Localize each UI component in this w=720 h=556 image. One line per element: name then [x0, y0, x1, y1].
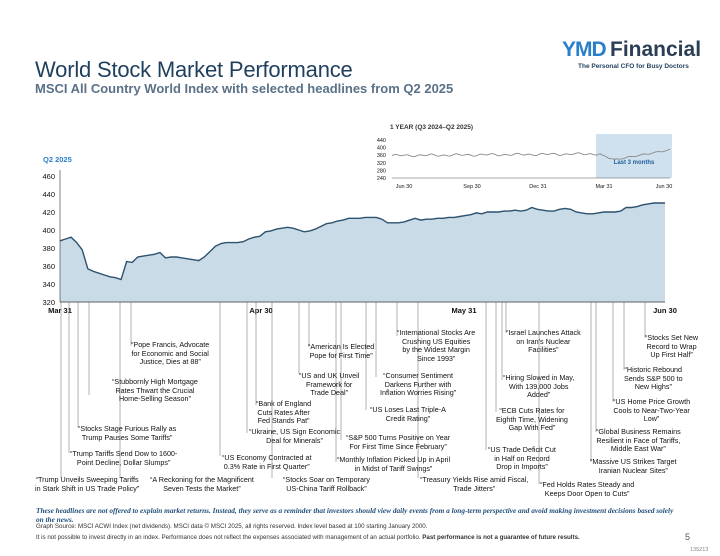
headline-label: “Historic Rebound Sends S&P 500 to New H… [624, 365, 683, 392]
headline-label: “American Is Elected Pope for First Time… [308, 342, 375, 360]
area-fill [60, 203, 665, 302]
headline-label: “US Trade Deficit Cut in Half on Record … [488, 445, 556, 472]
inset-y-tick: 400 [377, 146, 386, 152]
headline-label: “Israel Launches Attack on Iran's Nuclea… [506, 328, 581, 355]
series-label: Q2 2025 [43, 155, 72, 164]
x-tick-label: Jun 30 [653, 306, 677, 315]
logo-mark: YMD [562, 38, 607, 61]
x-tick-label: Mar 31 [48, 306, 72, 315]
y-tick-label: 380 [42, 244, 55, 253]
inset-x-tick: Jun 30 [656, 184, 673, 190]
y-tick-label: 360 [42, 262, 55, 271]
inset-y-tick: 320 [377, 161, 386, 167]
headline-label: “Ukraine, US Sign Economic Deal for Mine… [249, 427, 341, 445]
document-code: 135213 [690, 547, 709, 553]
logo-tagline: The Personal CFO for Busy Doctors [578, 63, 689, 70]
y-tick-label: 340 [42, 280, 55, 289]
headline-label: “Monthly Inflation Picked Up in April in… [337, 455, 451, 473]
company-logo: YMD Financial The Personal CFO for Busy … [562, 38, 710, 74]
headline-label: “Treasury Yields Rise amid Fiscal, Trade… [420, 475, 529, 493]
index-line [59, 202, 665, 281]
headline-label: “Stocks Soar on Temporary US-China Tarif… [283, 475, 370, 493]
headline-label: “International Stocks Are Crushing US Eq… [397, 328, 476, 363]
headline-label: “ECB Cuts Rates for Eighth Time, Widenin… [496, 406, 568, 433]
headline-label: “Trump Tariffs Send Dow to 1600- Point D… [70, 449, 178, 467]
headline-label: “US Loses Last Triple-A Credit Rating” [370, 405, 446, 423]
headline-label: “Stocks Set New Record to Wrap Up First … [645, 333, 699, 360]
inset-x-tick: Mar 31 [595, 184, 612, 190]
disclaimer-italic: These headlines are not offered to expla… [36, 506, 674, 524]
logo-name: Financial [610, 38, 702, 61]
graph-source: Graph Source: MSCI ACWI Index (net divid… [36, 523, 428, 530]
page-subtitle: MSCI All Country World Index with select… [35, 81, 454, 96]
x-tick-label: May 31 [451, 306, 476, 315]
y-tick-label: 400 [42, 226, 55, 235]
inset-line [391, 148, 671, 160]
inset-x-tick: Jun 30 [396, 184, 413, 190]
inset-highlight [596, 134, 672, 178]
inset-y-tick: 240 [377, 176, 386, 182]
inset-x-tick: Dec 31 [529, 184, 546, 190]
y-tick-label: 320 [42, 298, 55, 307]
y-tick-label: 420 [42, 208, 55, 217]
headline-label: “Global Business Remains Resilient in Fa… [596, 427, 681, 454]
headline-label: “Hiring Slowed in May, With 139,000 Jobs… [503, 373, 575, 400]
performance-note-text: It is not possible to invest directly in… [36, 534, 423, 541]
headline-label: “Bank of England Cuts Rates After Fed St… [256, 399, 312, 426]
page-number: 5 [685, 532, 691, 542]
performance-note: It is not possible to invest directly in… [36, 534, 580, 541]
headline-label: “Massive US Strikes Target Iranian Nucle… [590, 457, 677, 475]
headline-label: “Stubbornly High Mortgage Rates Thwart t… [112, 377, 198, 404]
page-title: World Stock Market Performance [35, 57, 353, 82]
inset-highlight-label: Last 3 months [614, 160, 655, 166]
y-tick-label: 440 [42, 190, 55, 199]
x-tick-label: Apr 30 [249, 306, 272, 315]
y-tick-label: 460 [42, 172, 55, 181]
inset-y-tick: 280 [377, 168, 386, 174]
performance-note-bold: Past performance is not a guarantee of f… [422, 534, 580, 541]
headline-label: “US and UK Unveil Framework for Trade De… [299, 371, 360, 398]
inset-x-tick: Sep 30 [463, 184, 480, 190]
headline-label: “Trump Unveils Sweeping Tariffs in Stark… [35, 475, 140, 493]
headline-label: “US Home Price Growth Cools to Near-Two-… [613, 397, 691, 424]
headline-label: “Fed Holds Rates Steady and Keeps Door O… [540, 480, 635, 498]
inset-y-tick: 440 [377, 138, 386, 144]
inset-title: 1 YEAR (Q3 2024–Q2 2025) [390, 124, 473, 131]
headline-label: “US Economy Contracted at 0.3% Rate in F… [222, 453, 312, 471]
inset-y-tick: 360 [377, 153, 386, 159]
headline-label: “A Reckoning for the Magnificent Seven T… [150, 475, 254, 493]
headline-label: “Stocks Stage Furious Rally as Trump Pau… [78, 424, 177, 442]
headline-label: “Pope Francis, Advocate for Economic and… [131, 340, 210, 367]
headline-label: “Consumer Sentiment Darkens Further with… [380, 371, 457, 398]
headline-label: “S&P 500 Turns Positive on Year For Firs… [346, 433, 451, 451]
